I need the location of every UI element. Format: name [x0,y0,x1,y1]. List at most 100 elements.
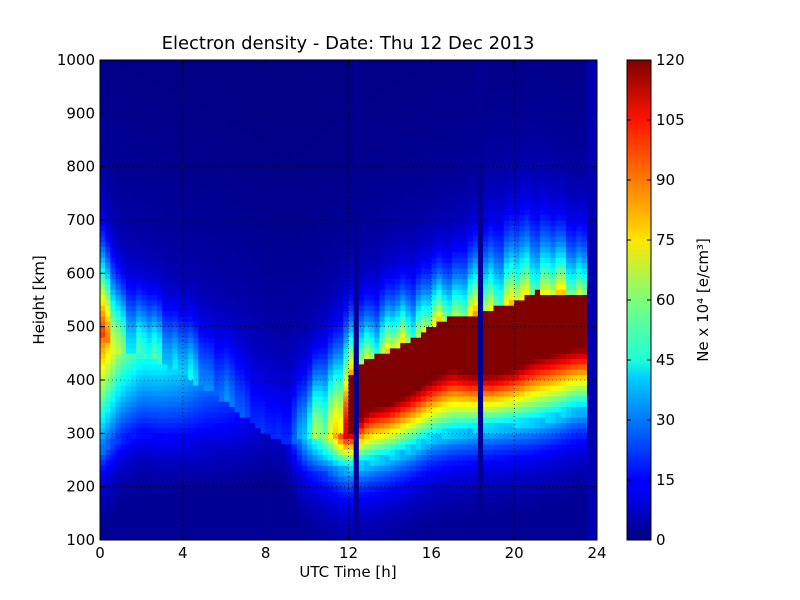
heatmap-cell [105,412,111,418]
heatmap-cell [265,310,272,317]
heatmap-cell [276,316,282,322]
heatmap-cell [358,332,365,338]
heatmap-cell [265,241,272,248]
heatmap-cell [100,353,106,360]
heatmap-cell [219,113,225,120]
heatmap-cell [296,380,303,386]
heatmap-cell [110,380,116,386]
heatmap-cell [364,145,370,152]
heatmap-cell [167,188,173,194]
heatmap-cell [182,529,189,536]
heatmap-cell [162,481,168,488]
heatmap-cell [198,182,204,189]
heatmap-cell [162,86,168,93]
heatmap-cell [369,236,375,242]
heatmap-cell [193,294,199,301]
heatmap-cell [239,492,246,498]
heatmap-cell [100,321,106,328]
heatmap-cell [343,236,349,242]
heatmap-cell [219,534,225,541]
heatmap-cell [120,417,127,424]
heatmap-cell [301,321,308,328]
heatmap-cell [317,412,324,418]
heatmap-cell [193,380,199,386]
heatmap-cell [343,193,349,200]
heatmap-cell [296,118,303,125]
heatmap-cell [172,300,179,306]
heatmap-cell [172,209,179,216]
heatmap-cell [136,273,142,280]
heatmap-cell [146,454,153,461]
heatmap-cell [286,369,292,376]
heatmap-cell [244,332,251,338]
heatmap-cell [286,108,292,114]
heatmap-cell [343,81,349,88]
heatmap-cell [188,60,194,66]
heatmap-cell [105,102,111,109]
heatmap-cell [224,449,230,456]
heatmap-cell [234,316,241,322]
heatmap-cell [131,81,137,88]
heatmap-cell [291,145,298,152]
heatmap-cell [317,262,324,269]
heatmap-cell [120,380,127,386]
heatmap-cell [250,412,256,418]
heatmap-cell [203,65,210,72]
heatmap-cell [327,396,334,402]
heatmap-cell [193,198,199,205]
heatmap-cell [172,433,179,440]
heatmap-cell [364,449,370,456]
heatmap-cell [188,353,194,360]
heatmap-cell [307,518,313,525]
heatmap-cell [374,70,380,77]
heatmap-cell [125,524,132,530]
heatmap-cell [198,188,204,194]
heatmap-cell [348,316,355,322]
heatmap-cell [224,262,230,269]
heatmap-cell [348,348,355,354]
heatmap-cell [100,193,106,200]
heatmap-cell [131,273,137,280]
heatmap-cell [384,422,391,429]
heatmap-cell [348,470,355,477]
heatmap-cell [110,428,116,434]
heatmap-cell [125,492,132,498]
heatmap-cell [301,433,308,440]
heatmap-cell [250,513,256,520]
heatmap-cell [120,305,127,312]
heatmap-cell [203,417,210,424]
heatmap-cell [115,449,122,456]
heatmap-cell [203,428,210,434]
heatmap-cell [136,246,142,253]
heatmap-cell [296,433,303,440]
heatmap-cell [364,193,370,200]
heatmap-cell [276,140,282,146]
heatmap-cell [379,332,386,338]
heatmap-cell [343,113,349,120]
heatmap-cell [100,476,106,482]
heatmap-cell [317,209,324,216]
heatmap-cell [374,134,380,141]
heatmap-cell [348,230,355,237]
heatmap-cell [234,177,241,184]
heatmap-cell [260,294,267,301]
heatmap-cell [156,412,163,418]
heatmap-cell [182,444,189,450]
heatmap-cell [281,428,287,434]
heatmap-cell [343,401,349,408]
heatmap-cell [379,534,386,541]
heatmap-cell [146,60,153,66]
heatmap-cell [125,268,132,274]
heatmap-cell [281,300,287,306]
heatmap-cell [162,524,168,530]
heatmap-cell [131,316,137,322]
heatmap-cell [364,417,370,424]
heatmap-cell [307,166,313,173]
heatmap-cell [188,86,194,93]
heatmap-cell [115,390,122,397]
heatmap-cell [317,481,324,488]
heatmap-cell [110,524,116,530]
heatmap-cell [322,156,329,162]
heatmap-cell [296,108,303,114]
heatmap-cell [255,65,261,72]
